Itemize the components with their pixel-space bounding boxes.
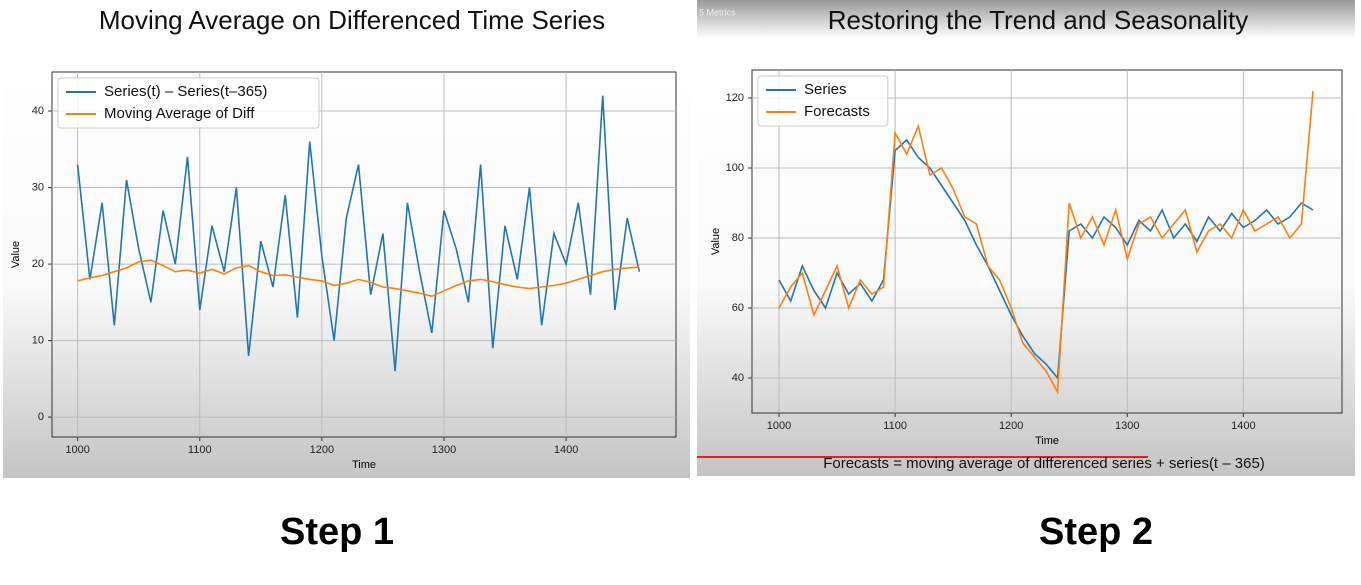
series-line xyxy=(76,95,641,372)
chart-title: Moving Average on Differenced Time Serie… xyxy=(99,5,605,35)
legend-box xyxy=(57,77,320,129)
y-tick-label: 120 xyxy=(726,92,744,104)
step-label: Step 1 xyxy=(280,511,394,553)
series-line xyxy=(778,138,1314,381)
x-tick-label: 1100 xyxy=(883,420,907,432)
x-tick-label: 1400 xyxy=(554,444,578,456)
plot-area xyxy=(51,71,677,438)
legend-label: Forecasts xyxy=(804,103,870,120)
y-axis-label: Value xyxy=(10,241,22,268)
x-tick-label: 1400 xyxy=(1231,420,1255,432)
legend-label: Moving Average of Diff xyxy=(104,105,255,122)
y-axis-label: Value xyxy=(710,228,722,255)
overlay-text: 5 Metrics xyxy=(699,7,736,17)
y-tick-label: 80 xyxy=(732,232,744,244)
y-tick-label: 0 xyxy=(38,411,44,423)
x-tick-label: 1100 xyxy=(188,444,212,456)
y-tick-label: 40 xyxy=(732,372,744,384)
y-tick-label: 20 xyxy=(32,258,44,270)
plot-area xyxy=(751,69,1343,414)
chart-title: Restoring the Trend and Seasonality xyxy=(828,5,1249,35)
legend-box xyxy=(757,75,889,127)
legend-label: Series xyxy=(804,81,847,98)
y-tick-label: 100 xyxy=(726,162,744,174)
x-tick-label: 1200 xyxy=(999,420,1023,432)
x-tick-label: 1300 xyxy=(432,444,456,456)
y-tick-label: 10 xyxy=(32,334,44,346)
series-line xyxy=(77,259,640,298)
x-axis-label: Time xyxy=(1035,435,1059,447)
legend-label: Series(t) – Series(t–365) xyxy=(104,83,267,100)
step-label: Step 2 xyxy=(1039,511,1153,553)
caption: Forecasts = moving average of difference… xyxy=(823,455,1265,472)
x-tick-label: 1000 xyxy=(767,420,791,432)
y-tick-label: 40 xyxy=(32,105,44,117)
x-tick-label: 1200 xyxy=(310,444,334,456)
x-axis-label: Time xyxy=(352,459,376,471)
y-tick-label: 30 xyxy=(32,181,44,193)
x-tick-label: 1000 xyxy=(65,444,89,456)
x-tick-label: 1300 xyxy=(1115,420,1139,432)
series-line xyxy=(778,90,1314,395)
y-tick-label: 60 xyxy=(732,302,744,314)
